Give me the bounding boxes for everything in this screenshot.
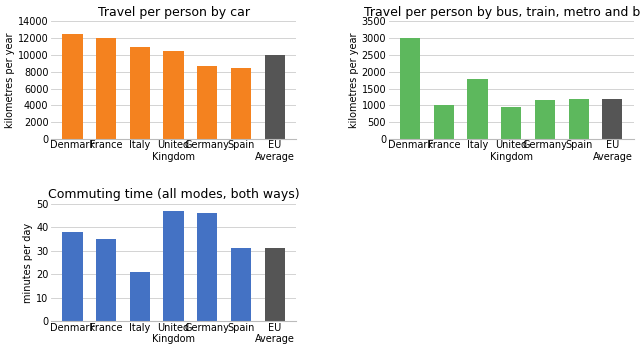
Bar xyxy=(231,67,251,139)
Bar xyxy=(163,211,184,321)
Bar xyxy=(602,99,623,139)
Y-axis label: kilometres per year: kilometres per year xyxy=(349,32,358,128)
Bar xyxy=(96,38,116,139)
Bar xyxy=(130,47,150,139)
Bar xyxy=(264,55,285,139)
Bar xyxy=(96,239,116,321)
Y-axis label: kilometres per year: kilometres per year xyxy=(5,32,15,128)
Bar xyxy=(231,248,251,321)
Bar xyxy=(197,213,218,321)
Bar xyxy=(467,79,488,139)
Bar xyxy=(434,105,454,139)
Bar xyxy=(62,34,83,139)
Bar xyxy=(535,100,555,139)
Bar xyxy=(264,248,285,321)
Bar xyxy=(130,272,150,321)
Bar xyxy=(197,66,218,139)
Y-axis label: minutes per day: minutes per day xyxy=(23,222,33,303)
Bar xyxy=(568,99,589,139)
Bar xyxy=(163,51,184,139)
Bar xyxy=(501,107,522,139)
Bar xyxy=(400,38,420,139)
Title: Travel per person by car: Travel per person by car xyxy=(97,6,250,19)
Title: Travel per person by bus, train, metro and bike: Travel per person by bus, train, metro a… xyxy=(364,6,640,19)
Title: Commuting time (all modes, both ways): Commuting time (all modes, both ways) xyxy=(48,188,300,201)
Bar xyxy=(62,232,83,321)
